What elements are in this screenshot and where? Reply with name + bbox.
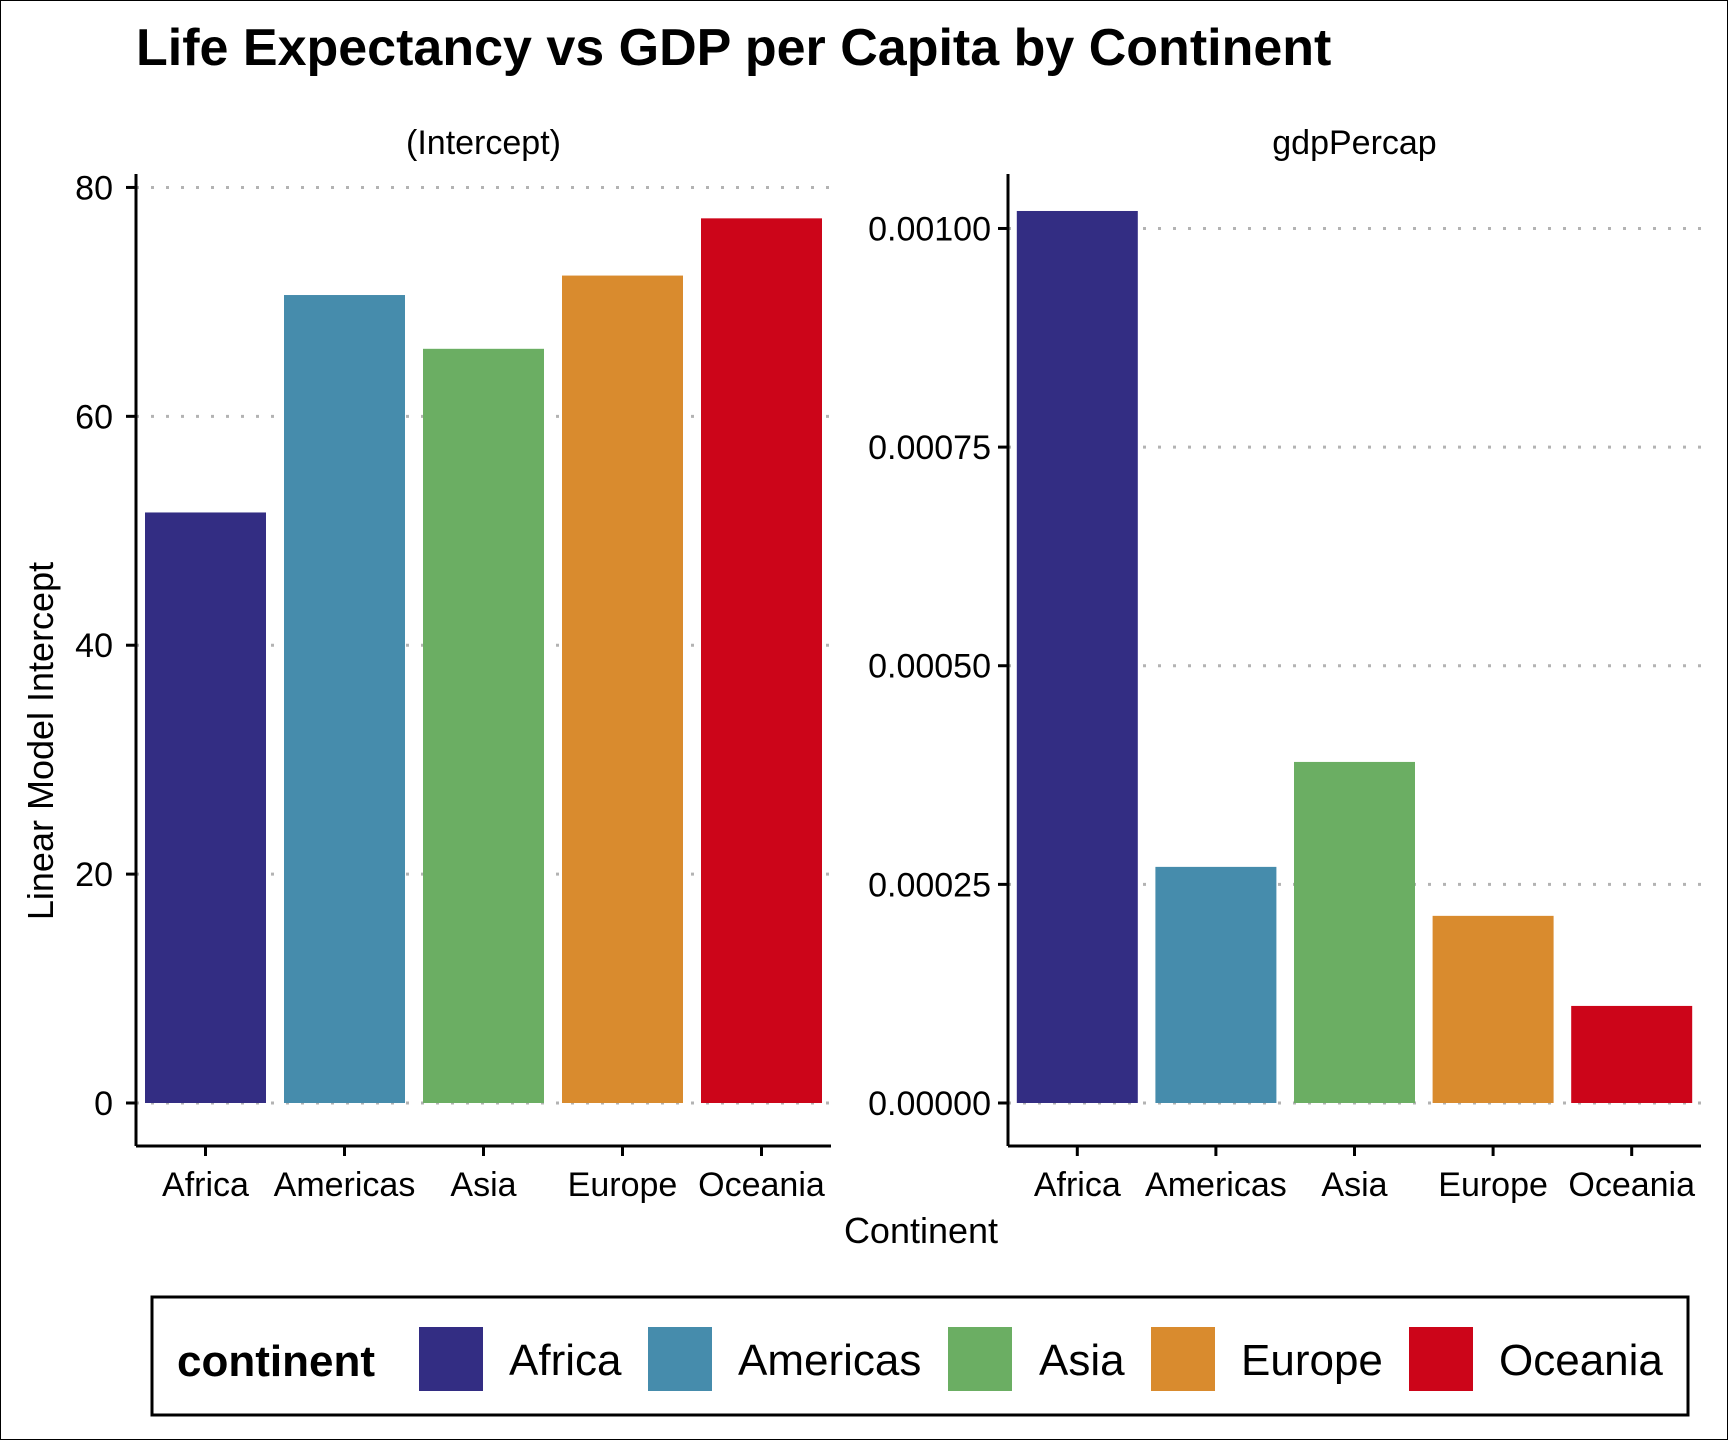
x-axis-title: Continent bbox=[844, 1210, 998, 1251]
y-tick-label: 0.00025 bbox=[868, 866, 991, 904]
legend-label: Europe bbox=[1241, 1336, 1383, 1385]
y-tick-label: 0.00075 bbox=[868, 429, 991, 467]
bar-americas bbox=[1155, 866, 1277, 1103]
x-tick-label: Africa bbox=[162, 1166, 249, 1204]
bar-europe bbox=[1432, 915, 1554, 1103]
legend-label: Oceania bbox=[1499, 1336, 1663, 1385]
legend: continent Africa Americas Asia Europe Oceani… bbox=[150, 1295, 1690, 1417]
chart-panels: (Intercept) 0 20 40 60 80 Africa Americas Asia Eu… bbox=[75, 124, 1701, 1204]
x-tick-label: Europe bbox=[1438, 1166, 1548, 1204]
bar-asia bbox=[1294, 761, 1415, 1103]
x-tick-label: Europe bbox=[568, 1166, 678, 1204]
y-tick-label: 20 bbox=[75, 856, 113, 894]
bar-africa bbox=[1016, 210, 1138, 1103]
bar-asia bbox=[423, 348, 544, 1103]
legend-box bbox=[150, 1295, 1690, 1417]
legend-key-oceania bbox=[1409, 1327, 1473, 1391]
x-tick-label: Americas bbox=[274, 1166, 416, 1204]
legend-label: Asia bbox=[1039, 1336, 1125, 1385]
bar-africa bbox=[145, 512, 266, 1103]
panel-strip-label: gdpPercap bbox=[1272, 124, 1436, 162]
y-tick-label: 40 bbox=[75, 627, 113, 665]
y-tick-label: 80 bbox=[75, 169, 113, 207]
chart-title: Life Expectancy vs GDP per Capita by Con… bbox=[136, 19, 1331, 77]
legend-key-europe bbox=[1151, 1327, 1215, 1391]
x-tick-label: Africa bbox=[1034, 1166, 1121, 1204]
x-tick-label: Americas bbox=[1145, 1166, 1287, 1204]
bar-oceania bbox=[1571, 1005, 1693, 1103]
x-tick-label: Oceania bbox=[698, 1166, 825, 1204]
y-axis-title: Linear Model Intercept bbox=[20, 562, 61, 920]
x-tick-label: Oceania bbox=[1568, 1166, 1695, 1204]
panel-strip-label: (Intercept) bbox=[406, 124, 561, 162]
y-tick-label: 0 bbox=[94, 1085, 113, 1123]
bar-europe bbox=[562, 275, 683, 1104]
y-tick-label: 0.00100 bbox=[868, 210, 991, 248]
legend-key-asia bbox=[948, 1327, 1012, 1391]
y-tick-label: 0.00000 bbox=[868, 1085, 991, 1123]
legend-key-americas bbox=[648, 1327, 712, 1391]
legend-label: Americas bbox=[738, 1336, 921, 1385]
panel-1: (Intercept) 0 20 40 60 80 Africa Americas Asia Eu… bbox=[75, 124, 831, 1204]
x-tick-label: Asia bbox=[1321, 1166, 1387, 1204]
panel-2: gdpPercap 0.00000 0.00025 0.00050 0.00075 0.0… bbox=[868, 124, 1701, 1204]
bar-oceania bbox=[701, 218, 822, 1103]
legend-key-africa bbox=[419, 1327, 483, 1391]
legend-title: continent bbox=[177, 1337, 375, 1386]
legend-label: Africa bbox=[509, 1336, 622, 1385]
bar-americas bbox=[284, 295, 405, 1103]
y-tick-label: 0.00050 bbox=[868, 648, 991, 686]
y-tick-label: 60 bbox=[75, 398, 113, 436]
x-tick-label: Asia bbox=[450, 1166, 516, 1204]
